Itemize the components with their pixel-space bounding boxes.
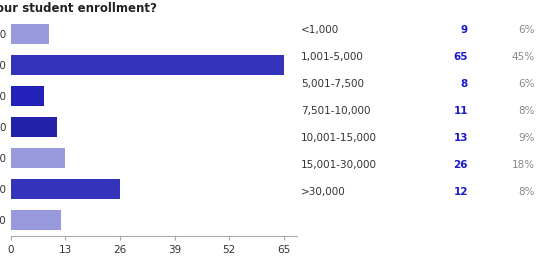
Text: 6%: 6% <box>518 25 535 35</box>
Text: 11: 11 <box>454 106 468 116</box>
Text: 65: 65 <box>454 52 468 62</box>
Bar <box>11 24 49 44</box>
Bar <box>11 55 284 75</box>
Text: 8%: 8% <box>518 106 535 116</box>
Text: 7,501-10,000: 7,501-10,000 <box>301 106 371 116</box>
Text: 45%: 45% <box>511 52 535 62</box>
Text: 6%: 6% <box>518 79 535 89</box>
Bar <box>11 117 57 137</box>
Bar <box>11 148 65 168</box>
Text: 9: 9 <box>461 25 468 35</box>
Text: 8%: 8% <box>518 187 535 198</box>
Text: 9%: 9% <box>518 133 535 143</box>
Text: <1,000: <1,000 <box>301 25 340 35</box>
Text: 13: 13 <box>454 133 468 143</box>
Text: 18%: 18% <box>511 160 535 170</box>
Text: 15,001-30,000: 15,001-30,000 <box>301 160 377 170</box>
Bar <box>11 86 44 106</box>
Text: 10,001-15,000: 10,001-15,000 <box>301 133 377 143</box>
Text: 12: 12 <box>454 187 468 198</box>
Text: 1,001-5,000: 1,001-5,000 <box>301 52 364 62</box>
Text: 5,001-7,500: 5,001-7,500 <box>301 79 365 89</box>
Text: 8: 8 <box>461 79 468 89</box>
Text: >30,000: >30,000 <box>301 187 346 198</box>
Text: 26: 26 <box>454 160 468 170</box>
Text: How large is your student enrollment?: How large is your student enrollment? <box>0 2 157 15</box>
Bar <box>11 179 120 199</box>
Bar <box>11 210 61 230</box>
